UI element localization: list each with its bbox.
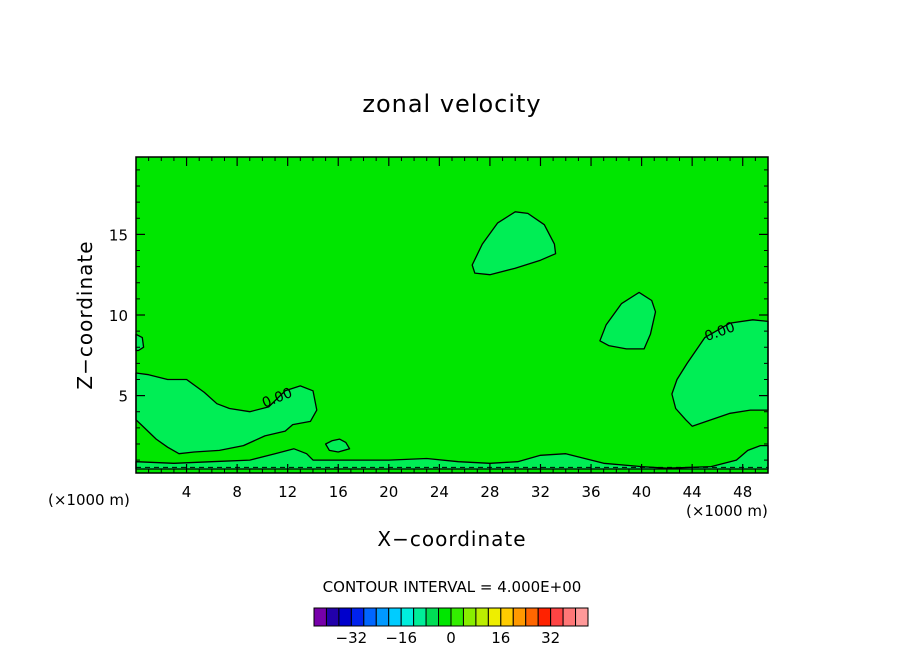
colorbar-ticks: −32 −16 0 16 32 xyxy=(336,629,561,647)
x-tick-label: 36 xyxy=(581,483,600,501)
colorbar-swatch xyxy=(550,607,564,627)
colorbar-tick-label: 0 xyxy=(446,629,456,647)
colorbar-swatch xyxy=(413,607,427,627)
colorbar-tick-label: 32 xyxy=(541,629,560,647)
colorbar-swatch xyxy=(325,607,340,627)
region-bottom-strip xyxy=(135,444,769,470)
colorbar xyxy=(313,607,589,627)
x-tick-label: 32 xyxy=(531,483,550,501)
x-tick-label: 40 xyxy=(632,483,651,501)
x-unit-right: (×1000 m) xyxy=(686,502,768,520)
colorbar-swatch xyxy=(313,607,327,627)
region-island-upper xyxy=(471,211,557,276)
x-tick-label: 16 xyxy=(329,483,348,501)
chart-title: zonal velocity xyxy=(362,90,541,118)
colorbar-tick-label: −16 xyxy=(385,629,417,647)
colorbar-swatch xyxy=(512,607,527,627)
x-tick-label: 28 xyxy=(480,483,499,501)
colorbar-swatch xyxy=(525,607,539,627)
colorbar-swatch xyxy=(338,607,352,627)
region-right-lobe xyxy=(671,319,769,427)
colorbar-tick-label: −32 xyxy=(336,629,368,647)
x-tick-label: 24 xyxy=(430,483,449,501)
colorbar-swatch xyxy=(575,607,589,627)
colorbar-tick-label: 16 xyxy=(491,629,510,647)
y-tick-label: 5 xyxy=(118,388,128,406)
x-tick-label: 20 xyxy=(379,483,398,501)
colorbar-swatch xyxy=(562,607,577,627)
colorbar-swatch xyxy=(375,607,390,627)
region-small-bump xyxy=(324,438,351,453)
x-tick-label: 48 xyxy=(733,483,752,501)
x-unit-left: (×1000 m) xyxy=(48,491,130,509)
colorbar-swatch xyxy=(475,607,489,627)
x-axis-label: X−coordinate xyxy=(377,527,526,551)
x-axis: 4 8 12 16 20 24 28 32 36 40 44 48 xyxy=(148,157,756,501)
colorbar-swatch xyxy=(400,607,415,627)
region-left-lobe xyxy=(135,372,318,455)
colorbar-swatch xyxy=(388,607,402,627)
y-axis: 5 10 15 xyxy=(109,169,768,461)
colorbar-swatch xyxy=(438,607,452,627)
y-tick-label: 15 xyxy=(109,226,128,244)
y-axis-label: Z−coordinate xyxy=(73,240,97,389)
x-tick-label: 44 xyxy=(683,483,702,501)
colorbar-swatch xyxy=(500,607,514,627)
colorbar-swatch xyxy=(537,607,552,627)
region-island-mid xyxy=(599,291,657,350)
y-tick-label: 10 xyxy=(109,307,128,325)
colorbar-swatch xyxy=(450,607,464,627)
colorbar-title: CONTOUR INTERVAL = 4.000E+00 xyxy=(323,578,582,596)
colorbar-swatch xyxy=(350,607,365,627)
x-tick-label: 8 xyxy=(232,483,242,501)
colorbar-swatch xyxy=(487,607,502,627)
x-tick-label: 12 xyxy=(278,483,297,501)
colorbar-swatch xyxy=(462,607,477,627)
colorbar-swatch xyxy=(363,607,377,627)
x-tick-label: 4 xyxy=(182,483,192,501)
colorbar-swatch xyxy=(425,607,440,627)
contour-regions xyxy=(135,211,769,470)
